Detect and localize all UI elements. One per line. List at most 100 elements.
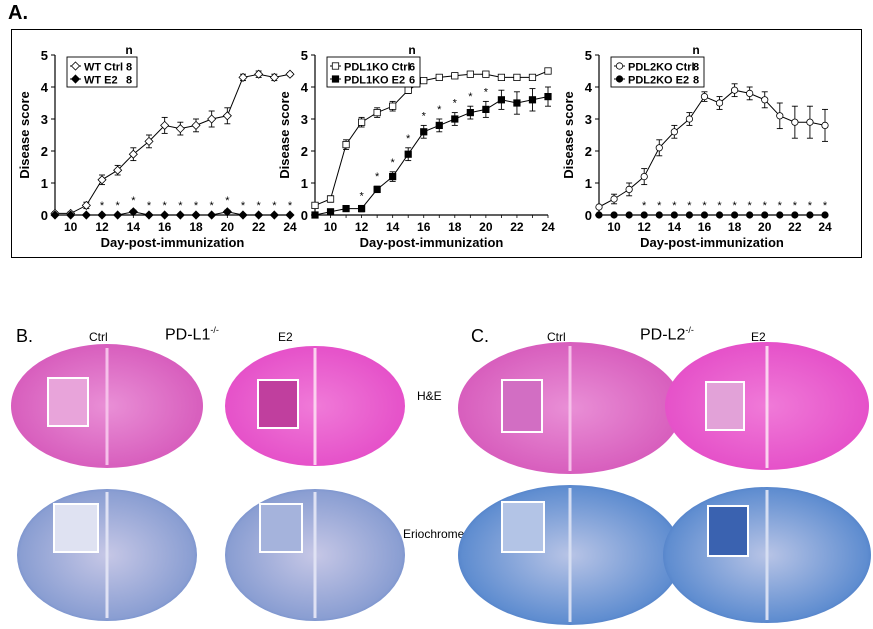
data-point: [466, 109, 474, 117]
significance-asterisk: *: [178, 200, 183, 212]
legend-n-header: n: [125, 43, 132, 57]
y-tick-label: 1: [41, 176, 48, 191]
he-stain-label: H&E: [417, 389, 442, 403]
significance-asterisk: *: [642, 200, 647, 212]
panel-a-label: A.: [8, 2, 28, 24]
data-point: [746, 211, 754, 219]
y-tick-label: 2: [41, 144, 48, 159]
significance-asterisk: *: [687, 200, 692, 212]
data-point: [420, 128, 428, 136]
data-point: [191, 120, 201, 130]
data-point: [685, 211, 694, 219]
series-line: [55, 211, 290, 216]
data-point: [451, 115, 459, 123]
y-tick-label: 5: [585, 48, 592, 63]
series-line: [314, 70, 549, 206]
x-tick-label: 18: [728, 220, 742, 234]
data-point: [791, 211, 799, 219]
data-point: [311, 201, 319, 209]
chart-frame: 0 1 2 3 4 5 10 12 14 16 18 20 22 24 Day-post-immunizat…: [11, 29, 862, 258]
data-point: [625, 211, 633, 219]
data-point: [113, 165, 123, 175]
data-point: [160, 120, 170, 130]
c-title-text: PD-L2: [640, 326, 686, 344]
series-line: [314, 96, 549, 216]
b-ctrl-he-section: [11, 344, 203, 468]
data-point: [326, 195, 335, 203]
histology-images: [11, 342, 871, 625]
b-title: PD-L1-/-: [165, 325, 219, 344]
significance-asterisk: *: [702, 200, 707, 212]
y-axis-label: Disease score: [17, 91, 32, 178]
data-point: [610, 195, 618, 203]
panel-b-label: B.: [16, 326, 34, 346]
data-point: [746, 89, 754, 98]
x-axis-label: Day-post-immunization: [360, 235, 504, 250]
data-point: [389, 102, 397, 110]
significance-asterisk: *: [100, 200, 105, 212]
data-point: [144, 136, 154, 146]
data-point: [81, 200, 91, 210]
data-point: [404, 86, 412, 94]
legend-marker: [70, 61, 81, 71]
significance-asterisk: *: [194, 200, 199, 212]
x-tick-label: 14: [127, 220, 141, 234]
x-tick-label: 16: [158, 220, 172, 234]
data-point: [806, 211, 814, 219]
y-tick-label: 4: [41, 80, 49, 95]
data-point: [160, 210, 170, 220]
series-1: [595, 83, 829, 211]
legend-label: PDL2KO Ctrl: [628, 62, 695, 74]
data-point: [254, 210, 264, 220]
series-2: [311, 86, 552, 219]
data-point: [50, 210, 60, 220]
data-point: [497, 96, 506, 104]
y-tick-label: 0: [585, 208, 592, 223]
data-point: [128, 207, 138, 217]
significance-asterisk: *: [241, 200, 246, 212]
x-tick-label: 22: [510, 220, 524, 234]
data-point: [776, 112, 784, 120]
data-point: [357, 118, 366, 126]
data-point: [207, 114, 217, 124]
c-ctrl-he-section: [458, 342, 682, 474]
data-point: [435, 73, 443, 82]
data-point: [357, 204, 366, 213]
data-point: [640, 173, 648, 181]
data-point: [311, 211, 319, 219]
data-point: [640, 211, 648, 219]
data-point: [806, 118, 814, 126]
y-tick-label: 3: [301, 112, 308, 127]
series-2: [595, 211, 829, 219]
panel-c-label: C.: [471, 326, 489, 346]
data-point: [528, 73, 537, 82]
x-tick-label: 16: [417, 220, 431, 234]
c-title: PD-L2-/-: [640, 325, 694, 344]
data-point: [207, 210, 217, 220]
x-tick-label: 14: [668, 220, 682, 234]
data-point: [761, 211, 769, 219]
x-tick-label: 24: [283, 220, 297, 234]
legend-n-header: n: [692, 43, 699, 57]
legend-label: WT E2: [84, 75, 118, 87]
data-point: [97, 175, 107, 185]
x-tick-label: 16: [698, 220, 712, 234]
legend-label: WT Ctrl: [84, 62, 123, 74]
data-point: [700, 211, 709, 219]
data-point: [595, 203, 603, 211]
x-tick-label: 22: [252, 220, 266, 234]
significance-asterisk: *: [468, 91, 473, 103]
data-point: [482, 105, 490, 113]
c-title-sup: -/-: [685, 325, 694, 335]
data-point: [222, 111, 232, 121]
legend-n-value: 8: [126, 62, 132, 74]
data-point: [389, 172, 397, 181]
significance-asterisk: *: [657, 200, 662, 212]
data-point: [342, 141, 350, 149]
significance-asterisk: *: [484, 86, 489, 98]
significance-asterisk: *: [116, 200, 121, 212]
x-tick-label: 20: [221, 220, 235, 234]
data-point: [285, 69, 295, 79]
significance-asterisk: *: [163, 200, 168, 212]
